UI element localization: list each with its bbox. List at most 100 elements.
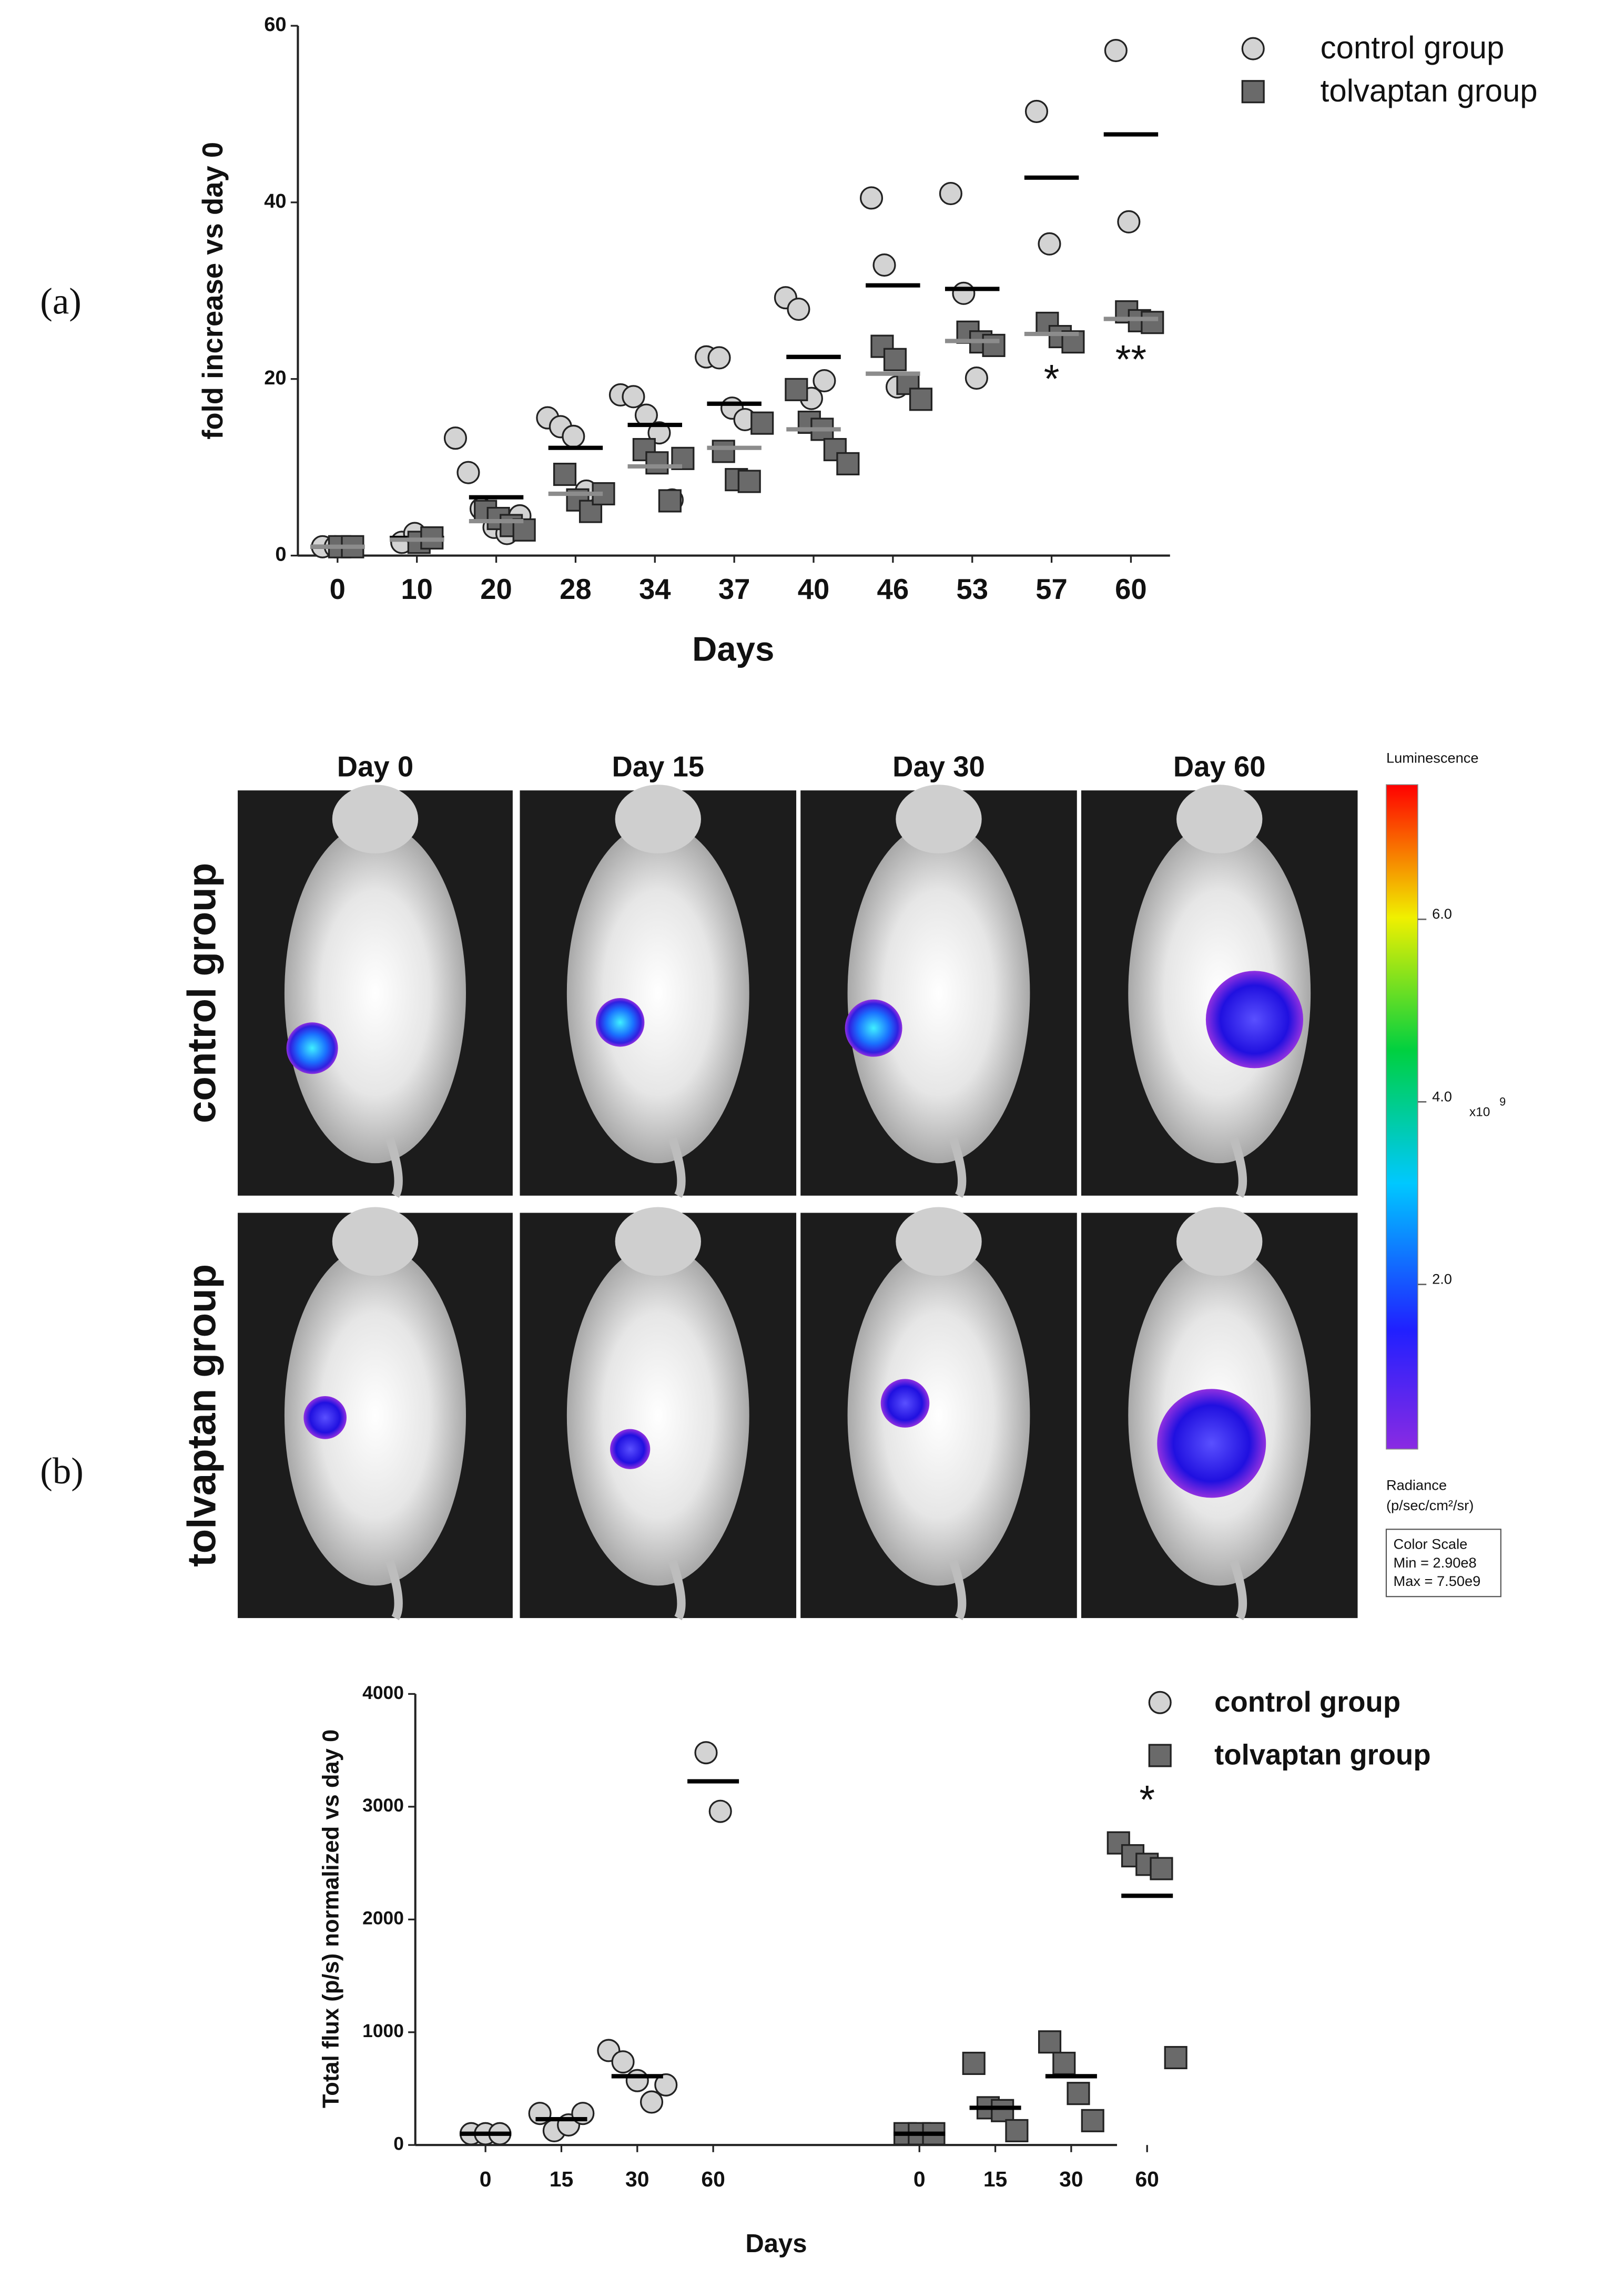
point	[640, 2090, 664, 2114]
point	[939, 182, 962, 206]
colorbar-exponent: 9	[1499, 1095, 1506, 1108]
mouse-head	[896, 1207, 982, 1276]
mouse-tail	[385, 1137, 403, 1198]
point	[611, 2050, 635, 2074]
point	[712, 440, 735, 463]
y-tick-label: 3000	[362, 1795, 404, 1816]
signal	[880, 1379, 930, 1428]
colorbar-tick-label: 6.0	[1432, 905, 1452, 922]
x-tick-label: 46	[877, 573, 909, 605]
x-tick-label: 0	[330, 573, 346, 605]
point	[1081, 2109, 1104, 2132]
signal	[1157, 1389, 1266, 1498]
x-axis-label: Days	[692, 629, 774, 668]
point	[1005, 2119, 1029, 2143]
point	[836, 452, 860, 475]
point	[562, 424, 585, 448]
colorbar-multiplier: x10	[1469, 1105, 1490, 1119]
mouse-tail	[668, 1137, 686, 1198]
point	[1241, 37, 1265, 60]
y-tick-label: 4000	[362, 1682, 404, 1703]
color-scale-min: Min = 2.90e8	[1394, 1554, 1477, 1571]
y-tick-label: 20	[264, 367, 286, 389]
point	[982, 333, 1006, 357]
legend-label: tolvaptan group	[1321, 73, 1538, 108]
mouse-tail	[1230, 1137, 1247, 1198]
point	[1107, 1831, 1130, 1855]
significance: *	[1139, 1778, 1155, 1823]
y-tick-label: 0	[275, 543, 286, 566]
point	[707, 346, 731, 370]
point	[1141, 311, 1164, 334]
colorbar-unit-title: Radiance	[1386, 1477, 1447, 1493]
colorbar-unit: (p/sec/cm²/sr)	[1386, 1497, 1474, 1513]
panel-label: (b)	[40, 1451, 84, 1492]
x-tick-label: 60	[1135, 2167, 1159, 2191]
row-label: tolvaptan group	[180, 1264, 225, 1567]
x-tick-label: 60	[1115, 573, 1147, 605]
point	[883, 348, 907, 371]
significance: **	[1115, 338, 1146, 382]
point	[1150, 1857, 1173, 1880]
mouse-body	[284, 822, 466, 1164]
x-tick-label: 60	[701, 2167, 725, 2191]
point	[952, 281, 976, 305]
mouse-head	[332, 785, 419, 853]
signal	[845, 999, 902, 1057]
column-label: Day 15	[612, 751, 704, 783]
x-tick-label: 15	[983, 2167, 1007, 2191]
x-tick-label: 37	[718, 573, 750, 605]
y-tick-label: 60	[264, 13, 286, 36]
y-axis-label: fold increase vs day 0	[197, 142, 229, 440]
point	[1148, 1691, 1172, 1714]
mouse-head	[332, 1207, 419, 1276]
point	[870, 334, 894, 358]
mouse-tail	[949, 1559, 967, 1621]
colorbar-title: Luminescence	[1386, 749, 1479, 766]
point	[750, 411, 774, 435]
mouse-head	[896, 785, 982, 853]
point	[1024, 99, 1049, 123]
x-tick-label: 30	[625, 2167, 649, 2191]
point	[1038, 2030, 1062, 2054]
point	[443, 426, 468, 450]
mouse-head	[1176, 1207, 1263, 1276]
legend-label: control group	[1321, 30, 1505, 65]
signal	[595, 998, 645, 1047]
colorbar	[1386, 784, 1418, 1450]
signal	[286, 1022, 338, 1074]
significance: *	[1044, 357, 1060, 402]
column-label: Day 0	[337, 751, 413, 783]
point	[1164, 2046, 1187, 2070]
point	[896, 372, 920, 395]
point	[909, 388, 933, 411]
legend-label: tolvaptan group	[1214, 1739, 1430, 1771]
column-label: Day 60	[1173, 751, 1266, 783]
x-tick-label: 40	[798, 573, 830, 605]
signal	[610, 1429, 651, 1469]
point	[813, 369, 836, 393]
y-tick-label: 40	[264, 190, 286, 212]
mouse-head	[1176, 785, 1263, 853]
x-tick-label: 15	[550, 2167, 573, 2191]
y-tick-label: 0	[393, 2133, 404, 2154]
point	[785, 378, 808, 401]
point	[991, 2099, 1014, 2122]
colorbar-tick-label: 2.0	[1432, 1271, 1452, 1287]
x-tick-label: 0	[480, 2167, 492, 2191]
x-tick-label: 0	[914, 2167, 926, 2191]
point	[1067, 2082, 1090, 2105]
signal	[1205, 971, 1304, 1069]
mouse-tail	[385, 1559, 403, 1621]
point	[622, 385, 645, 409]
y-axis-label: Total flux (p/s) normalized vs day 0	[318, 1729, 343, 2108]
point	[737, 470, 761, 493]
point	[456, 461, 480, 484]
mouse-body	[566, 1245, 749, 1586]
mouse-tail	[668, 1559, 686, 1621]
x-tick-label: 57	[1036, 573, 1068, 605]
point	[823, 437, 847, 462]
point	[694, 1741, 718, 1765]
mouse-head	[615, 1207, 701, 1276]
x-axis-label: Days	[745, 2230, 807, 2258]
